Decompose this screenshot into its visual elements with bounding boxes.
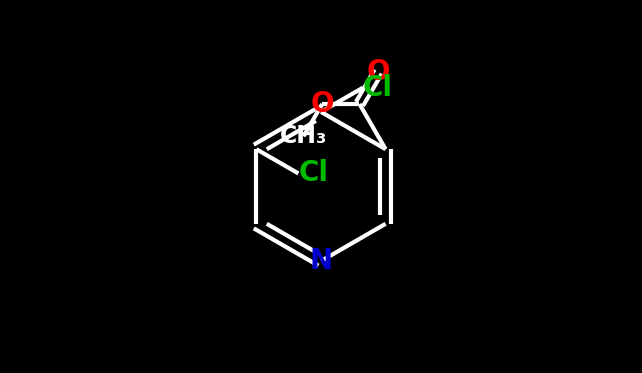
Text: CH₃: CH₃ xyxy=(280,124,327,148)
Text: N: N xyxy=(309,247,333,275)
Text: Cl: Cl xyxy=(299,159,329,188)
Text: Cl: Cl xyxy=(363,73,393,102)
Text: O: O xyxy=(367,58,390,86)
Text: O: O xyxy=(311,90,334,118)
